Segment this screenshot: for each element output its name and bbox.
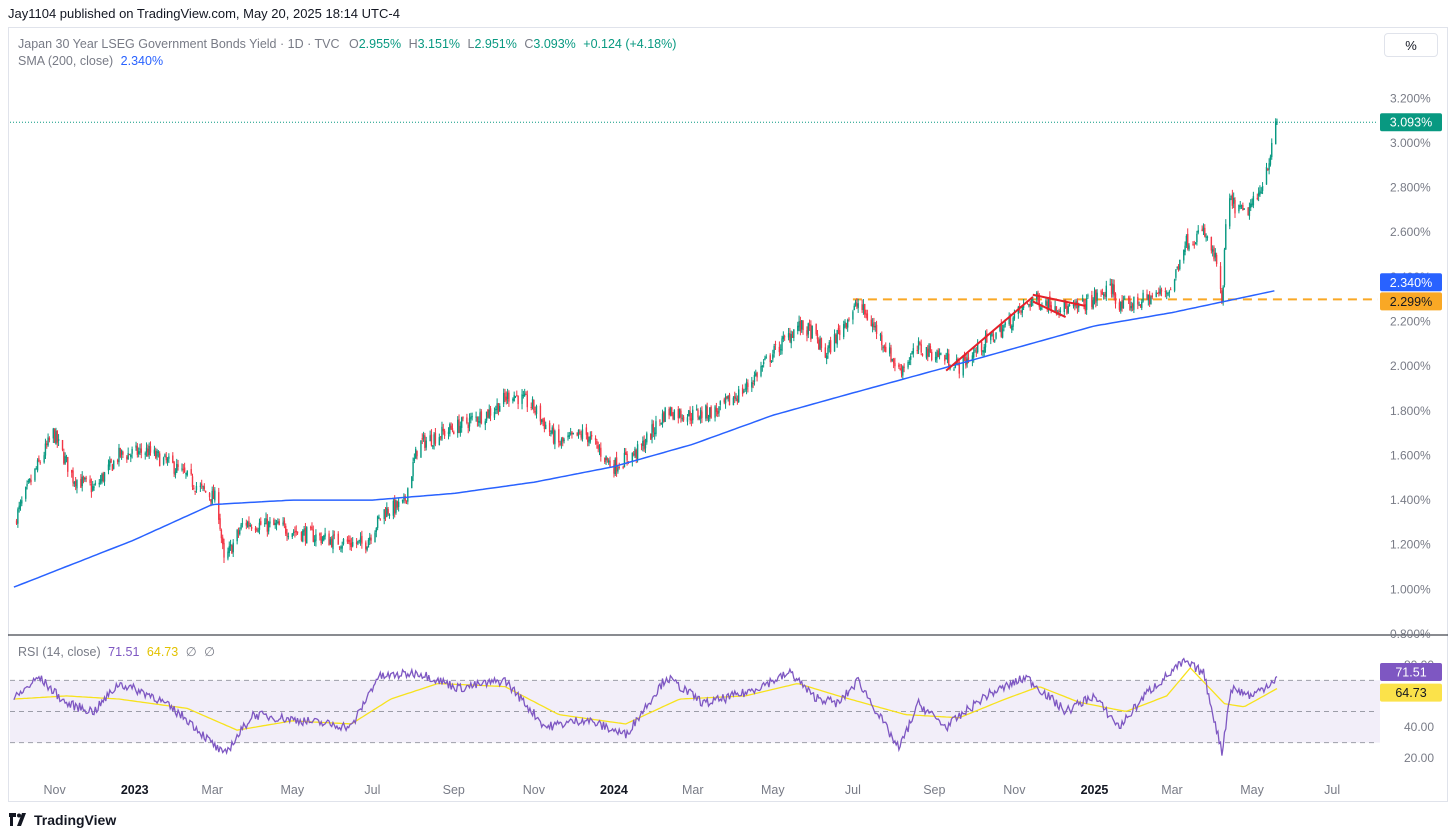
brand-footer: TradingView (8, 812, 116, 828)
legend-low-label: L (467, 37, 475, 51)
rsi-legend-label[interactable]: RSI (14, close) (18, 645, 101, 659)
legend-close-value: 3.093% (533, 37, 576, 51)
chart-frame (8, 27, 1448, 802)
legend-symbol[interactable]: Japan 30 Year LSEG Government Bonds Yiel… (18, 37, 340, 51)
legend-sma-row: SMA (200, close) 2.340% (18, 53, 676, 70)
main-legend: Japan 30 Year LSEG Government Bonds Yiel… (18, 36, 676, 70)
legend-close-label: C (524, 37, 534, 51)
legend-sma-value: 2.340% (120, 54, 164, 68)
percent-scale-button[interactable]: % (1384, 33, 1438, 57)
legend-high-value: 3.151% (417, 37, 461, 51)
rsi-legend-empty-symbol-2: ∅ (204, 645, 215, 659)
legend-ohlc-row: Japan 30 Year LSEG Government Bonds Yiel… (18, 36, 676, 53)
attribution: Jay1104 published on TradingView.com, Ma… (8, 6, 400, 21)
legend-change: +0.124 (+4.18%) (583, 37, 677, 51)
legend-low-value: 2.951% (474, 37, 517, 51)
rsi-legend: RSI (14, close) 71.51 64.73 ∅ ∅ (18, 644, 215, 659)
rsi-legend-ma-value: 64.73 (146, 645, 179, 659)
legend-sma-label[interactable]: SMA (200, close) (18, 54, 114, 68)
legend-open-label: O (348, 37, 359, 51)
rsi-legend-empty-symbol-1: ∅ (185, 645, 197, 659)
legend-high-label: H (408, 37, 418, 51)
legend-open-value: 2.955% (358, 37, 402, 51)
rsi-legend-value: 71.51 (108, 645, 140, 659)
brand-name: TradingView (34, 812, 117, 828)
tradingview-logo-icon (9, 813, 26, 826)
